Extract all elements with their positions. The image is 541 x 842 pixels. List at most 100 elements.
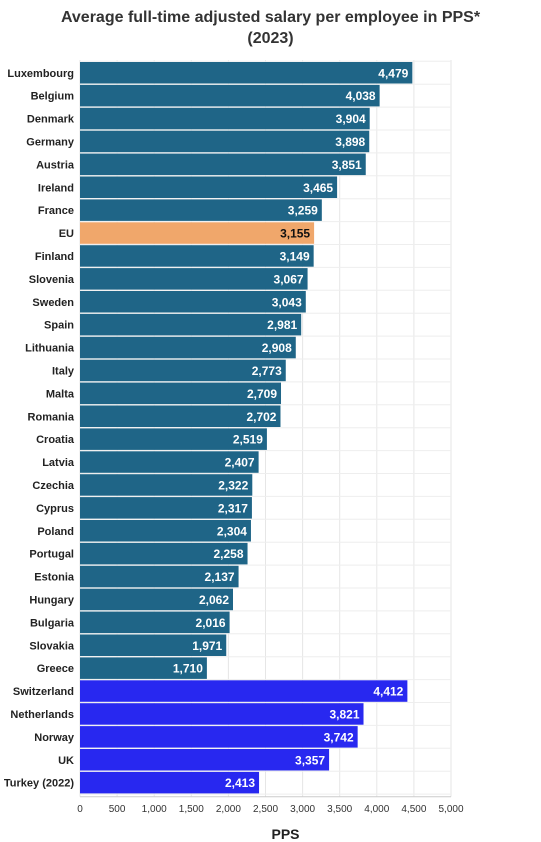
x-tick-label: 3,000 [290, 804, 315, 815]
data-label: 3,465 [303, 181, 333, 195]
bar [80, 611, 230, 634]
data-label: 2,413 [225, 776, 255, 790]
bar [80, 749, 330, 771]
bar [80, 153, 366, 176]
category-label: Poland [37, 526, 74, 538]
x-tick-label: 4,000 [364, 804, 389, 815]
category-label: Slovakia [29, 640, 75, 652]
bar [80, 520, 251, 542]
bar [80, 657, 207, 679]
category-label: UK [58, 755, 74, 767]
category-label: Ireland [38, 182, 74, 194]
category-label: Belgium [31, 91, 75, 103]
category-label: Luxembourg [7, 68, 74, 80]
bar [80, 565, 239, 588]
bar [80, 107, 370, 130]
category-label: Norway [34, 732, 75, 744]
category-label: France [38, 205, 74, 217]
category-label: Romania [28, 411, 75, 423]
data-label: 3,067 [274, 272, 304, 286]
bar [80, 703, 364, 725]
data-label: 4,038 [346, 89, 376, 103]
category-label: Malta [46, 388, 75, 400]
bar [80, 245, 314, 267]
x-tick-label: 3,500 [327, 804, 352, 815]
x-tick-label: 5,000 [438, 804, 463, 815]
data-label: 3,904 [336, 112, 366, 126]
category-label: Croatia [36, 434, 75, 446]
data-label: 1,710 [173, 662, 203, 676]
bar [80, 428, 267, 450]
bar [80, 680, 408, 702]
category-label: Czechia [32, 480, 74, 492]
bar [80, 588, 234, 611]
bar [80, 222, 315, 244]
category-label: Finland [35, 251, 74, 263]
bar [80, 130, 370, 153]
data-label: 2,773 [252, 364, 282, 378]
data-label: 3,821 [329, 707, 359, 721]
data-label: 2,016 [196, 616, 226, 630]
data-label: 2,908 [262, 341, 292, 355]
data-label: 2,137 [205, 570, 235, 584]
chart-subtitle-year: (2023) [247, 30, 294, 47]
bar [80, 84, 380, 107]
bar [80, 268, 308, 290]
data-label: 2,407 [225, 456, 255, 470]
bar [80, 771, 260, 794]
bar [80, 336, 296, 359]
data-label: 3,259 [288, 204, 318, 218]
x-tick-label: 2,000 [216, 804, 241, 815]
data-label: 2,258 [214, 547, 244, 561]
data-label: 3,851 [332, 158, 362, 172]
bar [80, 62, 413, 84]
data-label: 3,149 [280, 249, 310, 263]
category-label: Turkey (2022) [4, 778, 74, 790]
category-label: Netherlands [10, 709, 74, 721]
category-label: EU [59, 228, 74, 240]
data-label: 2,322 [218, 478, 248, 492]
data-label: 4,479 [378, 66, 408, 80]
bar [80, 382, 282, 405]
data-label: 3,155 [280, 227, 310, 241]
data-label: 2,304 [217, 524, 247, 538]
category-label: Sweden [32, 297, 74, 309]
bar [80, 726, 358, 748]
category-label: Denmark [27, 114, 75, 126]
bar [80, 176, 338, 198]
x-tick-label: 2,500 [253, 804, 278, 815]
data-label: 3,898 [335, 135, 365, 149]
bar [80, 474, 253, 496]
data-label: 4,412 [373, 685, 403, 699]
category-label: Italy [52, 365, 75, 377]
data-label: 2,702 [246, 410, 276, 424]
bar [80, 405, 281, 427]
data-label: 2,062 [199, 593, 229, 607]
category-label: Spain [44, 320, 74, 332]
chart-title: Average full-time adjusted salary per em… [60, 9, 481, 26]
category-label: Latvia [42, 457, 75, 469]
bar [80, 199, 322, 221]
x-tick-label: 500 [109, 804, 126, 815]
data-label: 2,709 [247, 387, 277, 401]
x-tick-label: 0 [77, 804, 83, 815]
data-label: 2,317 [218, 501, 248, 515]
category-label: Portugal [29, 549, 74, 561]
bar [80, 542, 248, 565]
bar [80, 451, 259, 473]
data-label: 2,519 [233, 433, 263, 447]
x-tick-label: 4,500 [401, 804, 426, 815]
bar [80, 634, 227, 656]
bar [80, 313, 302, 336]
data-label: 3,043 [272, 295, 302, 309]
category-label: Austria [36, 159, 75, 171]
category-label: Slovenia [29, 274, 75, 286]
data-label: 2,981 [267, 318, 297, 332]
data-label: 3,357 [295, 753, 325, 767]
category-label: Lithuania [25, 343, 75, 355]
data-label: 3,742 [324, 730, 354, 744]
category-label: Hungary [29, 594, 75, 606]
category-label: Germany [26, 136, 75, 148]
